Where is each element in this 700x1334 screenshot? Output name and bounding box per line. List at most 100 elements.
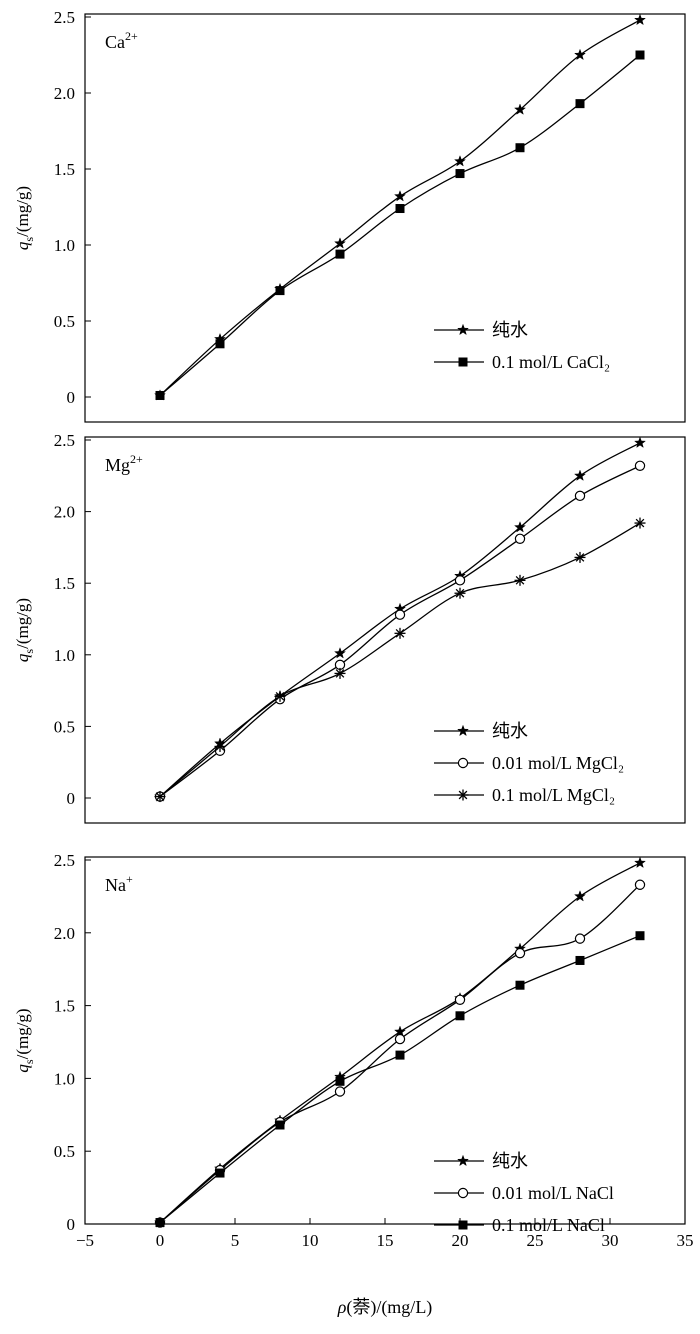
panel-3: 00.51.01.52.02.5−5 0 5 10 15 20 25 30 35qs/(mg/g… bbox=[13, 851, 694, 1250]
y-axis-label-subscript: s bbox=[22, 237, 36, 242]
data-point bbox=[515, 980, 525, 990]
asterisk-stroke bbox=[455, 588, 465, 598]
data-point bbox=[633, 856, 647, 869]
x-axis-label-symbol: ρ bbox=[337, 1297, 347, 1317]
legend-label: 纯水 bbox=[492, 721, 528, 741]
data-point bbox=[215, 1168, 225, 1178]
y-axis-label-unit: /(mg/g) bbox=[13, 598, 32, 649]
asterisk-stroke bbox=[335, 669, 345, 678]
y-axis-label-subscript: s bbox=[22, 649, 36, 654]
legend: 纯水 0.01 mol/L NaCl 0.1 mol/L NaCl bbox=[434, 1151, 614, 1235]
data-point bbox=[394, 627, 406, 639]
data-point bbox=[635, 931, 645, 941]
legend-item: 纯水 bbox=[434, 721, 528, 741]
panel-label-charge: + bbox=[126, 872, 133, 886]
legend: 纯水 0.1 mol/L CaCl₂ bbox=[434, 320, 610, 372]
data-point bbox=[634, 460, 646, 471]
y-tick-label: 1.5 bbox=[54, 997, 75, 1016]
data-point bbox=[573, 48, 587, 61]
y-tick-label: 1.5 bbox=[54, 160, 75, 179]
data-point bbox=[454, 575, 466, 586]
y-tick-label: 1.0 bbox=[54, 1069, 75, 1088]
legend-label: 0.1 mol/L NaCl bbox=[492, 1215, 605, 1235]
legend-label: 0.1 mol/L MgCl₂ bbox=[492, 785, 615, 805]
legend-item: 0.01 mol/L MgCl₂ bbox=[434, 753, 624, 773]
asterisk-stroke bbox=[515, 575, 525, 585]
y-tick-label: 0 bbox=[67, 1215, 76, 1234]
data-point bbox=[634, 517, 646, 529]
asterisk-stroke bbox=[575, 553, 585, 562]
plot-frame bbox=[84, 856, 686, 1225]
panel-label-charge: 2+ bbox=[125, 29, 138, 43]
panel-label-ion: Na bbox=[105, 875, 126, 895]
legend-label: 0.01 mol/L MgCl₂ bbox=[492, 753, 624, 773]
y-tick-label: 1.0 bbox=[54, 646, 75, 665]
y-tick-label: 0.5 bbox=[54, 1142, 75, 1161]
y-tick-label: 2.0 bbox=[54, 503, 75, 522]
x-tick-label: 30 bbox=[602, 1231, 619, 1250]
data-point bbox=[455, 1011, 465, 1021]
y-tick-label: 0 bbox=[67, 388, 76, 407]
data-point bbox=[513, 521, 527, 533]
legend-label: 0.1 mol/L CaCl₂ bbox=[492, 352, 610, 372]
legend-item: 纯水 bbox=[434, 320, 528, 340]
x-tick-label: 10 bbox=[302, 1231, 319, 1250]
series-line bbox=[159, 54, 641, 396]
legend-item: 纯水 bbox=[434, 1151, 528, 1171]
data-point bbox=[394, 609, 406, 620]
panel-1: 0 0.5 1.0 1.5 2.0 2.5 qs/(mg/g) Ca2+ 纯水 0.1 mol/L… bbox=[13, 8, 686, 423]
data-point bbox=[513, 103, 527, 115]
legend-marker bbox=[456, 724, 470, 737]
legend-marker bbox=[457, 1187, 469, 1199]
data-point bbox=[334, 1086, 346, 1097]
data-point bbox=[333, 647, 347, 659]
y-tick-label: 0.5 bbox=[54, 312, 75, 331]
data-point bbox=[335, 1076, 345, 1086]
x-tick-label: 5 bbox=[231, 1231, 240, 1250]
y-tick-label: 1.5 bbox=[54, 574, 75, 593]
panel-label: Mg2+ bbox=[105, 452, 143, 475]
legend-item: 0.1 mol/L NaCl bbox=[434, 1215, 605, 1235]
data-point bbox=[573, 469, 587, 481]
x-axis-label: ρ(萘)/(mg/L) bbox=[337, 1297, 433, 1318]
y-axis-label-symbol: q bbox=[13, 1064, 32, 1073]
panel-2: 0 0.5 1.0 1.5 2.0 2.5 qs/(mg/g) Mg2+ 纯水 0.01 mol/… bbox=[13, 431, 686, 824]
x-tick-label: 15 bbox=[377, 1231, 394, 1250]
data-point bbox=[575, 955, 585, 965]
data-point bbox=[573, 890, 587, 902]
data-point bbox=[275, 286, 285, 296]
data-point bbox=[454, 587, 466, 599]
plot-frame bbox=[84, 13, 686, 423]
legend-label: 0.01 mol/L NaCl bbox=[492, 1183, 614, 1203]
y-tick-label: 2.5 bbox=[54, 851, 75, 870]
data-point bbox=[514, 947, 526, 959]
legend-item: 0.1 mol/L MgCl₂ bbox=[434, 785, 615, 805]
y-axis-label: qs/(mg/g) bbox=[13, 598, 36, 662]
data-point bbox=[454, 994, 466, 1005]
y-axis-label-symbol: q bbox=[13, 653, 32, 662]
asterisk-stroke bbox=[155, 792, 165, 801]
y-axis-label-subscript: s bbox=[22, 1059, 36, 1064]
panel-label-charge: 2+ bbox=[130, 452, 143, 466]
y-tick-label: 2.0 bbox=[54, 84, 75, 103]
data-point bbox=[335, 249, 345, 259]
data-point bbox=[214, 740, 226, 752]
asterisk-stroke bbox=[635, 518, 645, 528]
legend-marker bbox=[456, 323, 470, 336]
data-point bbox=[574, 551, 586, 563]
data-point bbox=[455, 169, 465, 179]
y-tick-label: 1.0 bbox=[54, 236, 75, 255]
data-point bbox=[515, 143, 525, 153]
panel-label-ion: Ca bbox=[105, 32, 125, 52]
asterisk-stroke bbox=[215, 742, 225, 751]
legend-marker bbox=[457, 789, 469, 801]
data-point bbox=[633, 13, 647, 26]
legend-marker bbox=[458, 1220, 468, 1230]
data-point bbox=[394, 1033, 406, 1045]
asterisk-stroke bbox=[275, 691, 285, 701]
data-point bbox=[635, 50, 645, 60]
y-tick-label: 2.5 bbox=[54, 8, 75, 27]
y-tick-label: 0.5 bbox=[54, 717, 75, 736]
